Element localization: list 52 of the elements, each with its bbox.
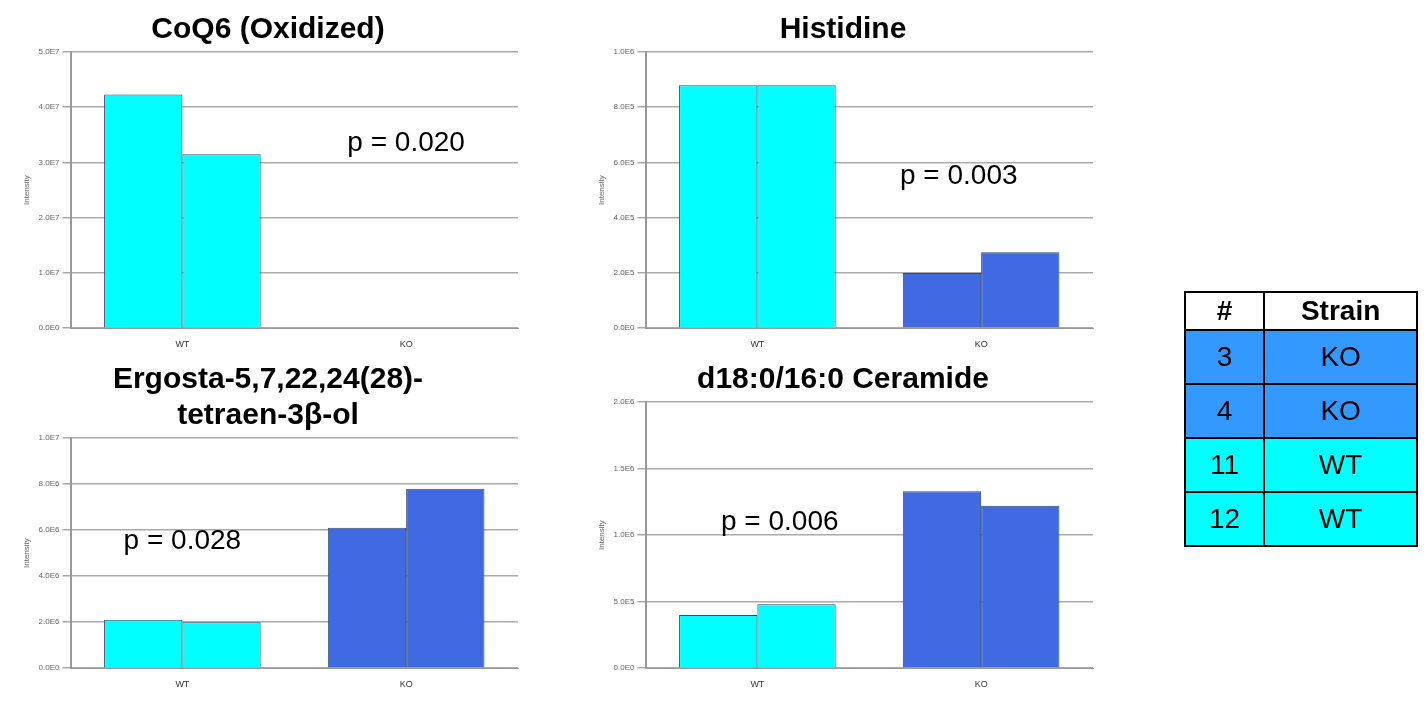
y-tick-label: 0.0E0 <box>38 663 61 673</box>
y-tick-label: 0.0E0 <box>38 323 61 333</box>
y-axis-title: Intensity <box>597 175 606 205</box>
x-tick-label: WT <box>750 339 765 350</box>
y-tick-label: 8.0E6 <box>38 479 61 489</box>
chart-title: CoQ6 (Oxidized) <box>151 11 385 45</box>
annotation: p = 0.020 <box>347 125 465 157</box>
y-tick-label: 2.0E6 <box>38 617 61 627</box>
y-tick-label: 1.0E7 <box>38 268 61 278</box>
y-tick-label: 6.0E5 <box>613 157 636 167</box>
x-tick-label: KO <box>974 339 988 350</box>
category-label: Strain <box>1264 292 1417 330</box>
chart-title: d18:0/16:0 Ceramide <box>697 361 989 395</box>
y-tick-label: 1.0E6 <box>613 47 636 57</box>
x-tick-label: KO <box>974 679 988 690</box>
chart-title: Histidine <box>779 11 907 45</box>
y-tick-label: 1.0E7 <box>38 433 61 443</box>
text: WT <box>1264 438 1417 492</box>
y-tick-label: 5.0E7 <box>38 47 61 57</box>
x-tick-label: WT <box>175 679 190 690</box>
annotation: p = 0.006 <box>720 504 839 536</box>
y-tick-label: 2.0E6 <box>613 397 636 407</box>
y-tick-label: 3.0E7 <box>38 157 61 167</box>
text: KO <box>1264 384 1417 438</box>
y-tick-label: 8.0E5 <box>613 102 636 112</box>
x-tick-label: WT <box>175 339 190 350</box>
text: WT <box>1264 492 1417 546</box>
text: 4 <box>1185 384 1265 438</box>
x-tick-label: KO <box>399 679 413 690</box>
y-tick-label: 4.0E6 <box>38 571 61 581</box>
text: 11 <box>1185 438 1265 492</box>
y-tick-label: 0.0E0 <box>613 323 636 333</box>
y-tick-label: 2.0E5 <box>613 268 636 278</box>
y-axis-title: Intensity <box>22 538 31 568</box>
annotation: p = 0.003 <box>899 159 1018 191</box>
annotation: p = 0.028 <box>123 524 242 556</box>
y-tick-label: 1.5E6 <box>613 463 636 473</box>
x-tick-label: KO <box>399 339 413 350</box>
y-tick-label: 4.0E5 <box>613 212 636 222</box>
text: 3 <box>1185 330 1265 384</box>
y-tick-label: 6.0E6 <box>38 525 61 535</box>
category-label: # <box>1185 292 1265 330</box>
y-tick-label: 5.0E5 <box>613 596 636 606</box>
y-axis-title: Intensity <box>22 175 31 205</box>
x-tick-label: WT <box>750 679 765 690</box>
y-axis-title: Intensity <box>597 520 606 550</box>
chart-title: Ergosta-5,7,22,24(28)-tetraen-3β-ol <box>112 361 424 431</box>
y-tick-label: 0.0E0 <box>613 663 636 673</box>
text: 12 <box>1185 492 1265 546</box>
y-tick-label: 2.0E7 <box>38 212 61 222</box>
y-tick-label: 4.0E7 <box>38 102 61 112</box>
y-tick-label: 1.0E6 <box>613 530 636 540</box>
